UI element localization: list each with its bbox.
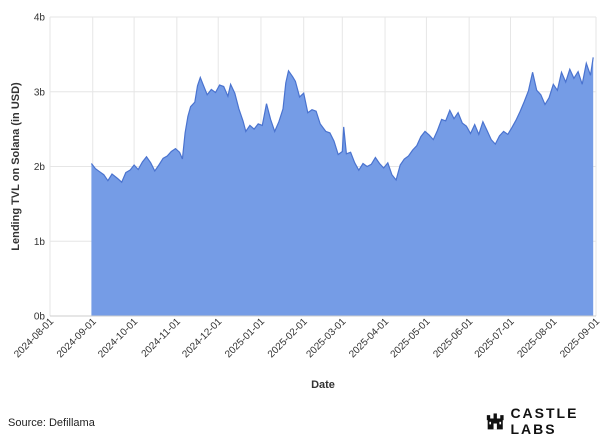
y-axis-title: Lending TVL on Solana (in USD) — [10, 82, 22, 251]
x-tick-label: 2025-04-01 — [347, 316, 391, 360]
x-tick-label: 2025-05-01 — [389, 316, 433, 360]
brand-name: CASTLE LABS — [510, 405, 579, 437]
source-note: Source: Defillama — [8, 417, 95, 429]
y-tick-label: 3b — [34, 87, 46, 98]
x-tick-label: 2025-06-01 — [431, 316, 475, 360]
x-tick-label: 2025-07-01 — [473, 316, 517, 360]
y-tick-label: 2b — [34, 162, 46, 173]
x-tick-label: 2024-12-01 — [180, 316, 224, 360]
y-tick-label: 0b — [34, 312, 46, 323]
brand-logo: CASTLE LABS — [486, 405, 611, 437]
x-tick-label: 2024-10-01 — [96, 316, 140, 360]
tvl-line-series — [90, 57, 594, 184]
x-axis-title: Date — [311, 379, 335, 391]
x-tick-label: 2025-03-01 — [304, 316, 348, 360]
tvl-area-chart: 0b 1b 2b 3b 4b 2024-08-012024-09-012024-10-01… — [10, 13, 602, 392]
castle-icon — [486, 413, 504, 430]
x-tick-label: 2025-08-01 — [515, 316, 559, 360]
y-tick-label: 4b — [34, 13, 46, 24]
x-tick-label: 2024-11-01 — [140, 316, 184, 360]
y-tick-label: 1b — [34, 237, 46, 248]
x-tick-label: 2025-09-01 — [558, 316, 602, 360]
x-tick-label: 2025-02-01 — [266, 316, 310, 360]
x-tick-label: 2024-09-01 — [55, 316, 99, 360]
x-tick-label: 2024-08-01 — [12, 316, 56, 360]
x-tick-label: 2025-01-01 — [223, 316, 267, 360]
tvl-area-series — [91, 57, 594, 317]
